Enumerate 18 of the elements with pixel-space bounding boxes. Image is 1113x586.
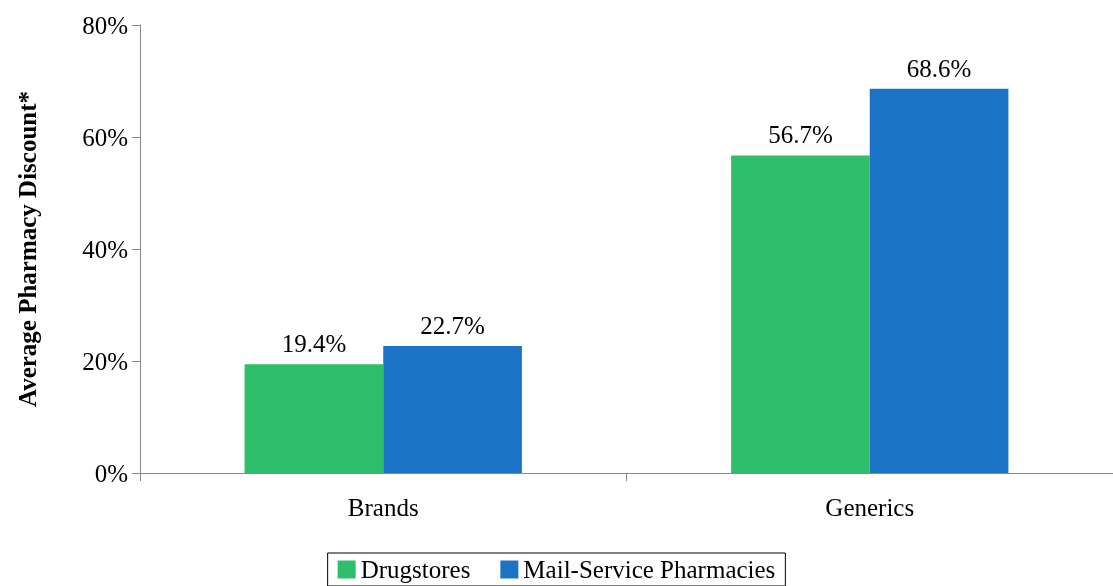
y-tick-label: 80%	[82, 11, 128, 39]
x-tick-label: Brands	[347, 494, 419, 521]
data-label: 19.4%	[281, 330, 347, 358]
x-tick-label: Generics	[825, 494, 915, 521]
legend-label: Drugstores	[360, 556, 471, 583]
bar	[869, 88, 1009, 473]
data-label: 22.7%	[420, 311, 485, 339]
y-tick-label: 20%	[82, 347, 128, 375]
data-label: 68.6%	[906, 54, 972, 82]
legend-label: Mail-Service Pharmacies	[523, 556, 776, 583]
bar	[731, 155, 870, 473]
y-tick-label: 40%	[82, 235, 128, 263]
y-axis-title: Average Pharmacy Discount*	[14, 90, 41, 408]
y-tick-label: 60%	[82, 123, 128, 151]
y-tick-label: 0%	[94, 459, 128, 487]
bar	[383, 345, 522, 473]
bar	[244, 364, 384, 473]
data-label: 56.7%	[768, 121, 833, 149]
